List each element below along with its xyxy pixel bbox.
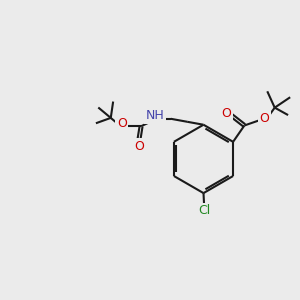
Text: Cl: Cl	[198, 204, 210, 218]
Text: O: O	[134, 140, 144, 153]
Text: O: O	[222, 107, 232, 120]
Text: O: O	[260, 112, 269, 125]
Text: NH: NH	[146, 109, 165, 122]
Text: O: O	[117, 117, 127, 130]
